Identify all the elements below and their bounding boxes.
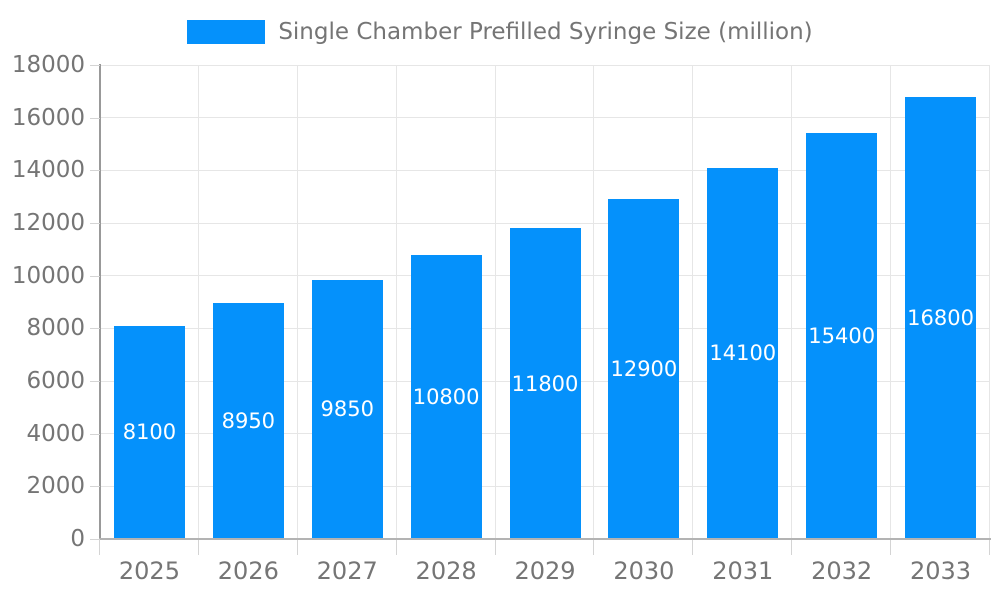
bar[interactable]: 11800: [509, 228, 581, 539]
bar[interactable]: 14100: [707, 167, 779, 539]
x-axis-tick-mark: [494, 540, 496, 555]
bar[interactable]: 10800: [410, 254, 482, 539]
legend-swatch: [187, 20, 266, 44]
y-axis-tick-label: 14000: [11, 157, 85, 184]
x-axis-tick-label: 2027: [316, 557, 378, 585]
bar-value-label: 12900: [610, 357, 678, 382]
y-axis-tick-label: 10000: [11, 262, 85, 289]
y-axis-tick-label: 18000: [11, 52, 85, 78]
gridline-vertical: [494, 65, 496, 539]
bar-value-label: 14100: [709, 341, 777, 366]
gridline-vertical: [791, 65, 793, 539]
gridline-horizontal: [100, 64, 990, 66]
bar[interactable]: 8100: [113, 325, 185, 539]
y-axis-tick-label: 8000: [26, 315, 85, 342]
plot-area: 8100 8950 9850 10800 11800 12900 14100 15400 168…: [100, 64, 990, 539]
x-axis-tick-mark: [989, 540, 990, 555]
y-axis-tick-mark: [90, 433, 100, 435]
y-axis-tick-mark: [90, 170, 100, 172]
gridline-horizontal: [100, 117, 990, 119]
y-axis-tick-mark: [90, 486, 100, 488]
bar[interactable]: 12900: [608, 199, 680, 539]
gridline-vertical: [296, 65, 298, 539]
bar-value-label: 10800: [412, 384, 480, 409]
x-axis-tick-label: 2029: [514, 557, 576, 585]
bar-value-label: 16800: [907, 305, 974, 330]
x-axis-tick-mark: [296, 540, 298, 555]
y-axis-tick-label: 6000: [26, 368, 85, 394]
x-axis-tick-label: 2033: [910, 557, 972, 585]
gridline-vertical: [989, 65, 990, 539]
gridline-horizontal: [100, 169, 990, 171]
bar[interactable]: 16800: [905, 96, 977, 539]
gridline-vertical: [890, 65, 892, 539]
bar-value-label: 15400: [808, 324, 876, 349]
y-axis-tick-label: 4000: [26, 420, 85, 447]
bar-value-label: 8950: [221, 409, 276, 434]
x-axis-tick-mark: [692, 540, 694, 555]
x-axis-tick-label: 2032: [811, 557, 873, 585]
y-axis-tick-mark: [90, 65, 100, 66]
y-axis-tick-label: 12000: [11, 210, 85, 236]
y-axis-tick-label: 16000: [11, 104, 85, 131]
legend-label: Single Chamber Prefilled Syringe Size (m…: [278, 19, 813, 45]
x-axis-tick-label: 2028: [415, 557, 477, 585]
gridline-horizontal: [100, 222, 990, 224]
x-axis-tick-mark: [890, 540, 892, 555]
bar-value-label: 11800: [511, 371, 579, 396]
bar-value-label: 9850: [320, 397, 374, 422]
y-axis-tick-mark: [90, 328, 100, 330]
x-axis-line: [99, 538, 991, 540]
y-axis-tick-mark: [90, 117, 100, 119]
x-axis-tick-mark: [99, 540, 100, 555]
bar[interactable]: 8950: [212, 303, 284, 539]
gridline-vertical: [692, 65, 694, 539]
legend[interactable]: Single Chamber Prefilled Syringe Size (m…: [0, 15, 1000, 49]
x-axis-tick-label: 2031: [712, 557, 774, 585]
gridline-vertical: [593, 65, 595, 539]
y-axis-tick-mark: [90, 275, 100, 277]
x-axis-tick-mark: [593, 540, 595, 555]
bar[interactable]: 15400: [806, 133, 878, 539]
y-axis-tick-label: 2000: [26, 473, 85, 500]
y-axis-tick-mark: [90, 539, 100, 540]
y-axis-tick-mark: [90, 223, 100, 224]
x-axis-tick-label: 2030: [613, 557, 675, 585]
gridline-vertical: [197, 65, 199, 539]
y-axis-line: [99, 64, 101, 540]
y-axis-tick-label: 0: [70, 526, 85, 552]
y-axis-tick-mark: [90, 381, 100, 382]
x-axis-tick-mark: [791, 540, 793, 555]
x-axis-tick-label: 2025: [118, 557, 180, 585]
bar-value-label: 8100: [122, 420, 177, 445]
x-axis-tick-mark: [395, 540, 397, 555]
gridline-vertical: [395, 65, 397, 539]
x-axis-tick-mark: [197, 540, 199, 555]
x-axis-tick-label: 2026: [217, 557, 279, 585]
bar[interactable]: 9850: [311, 279, 383, 539]
